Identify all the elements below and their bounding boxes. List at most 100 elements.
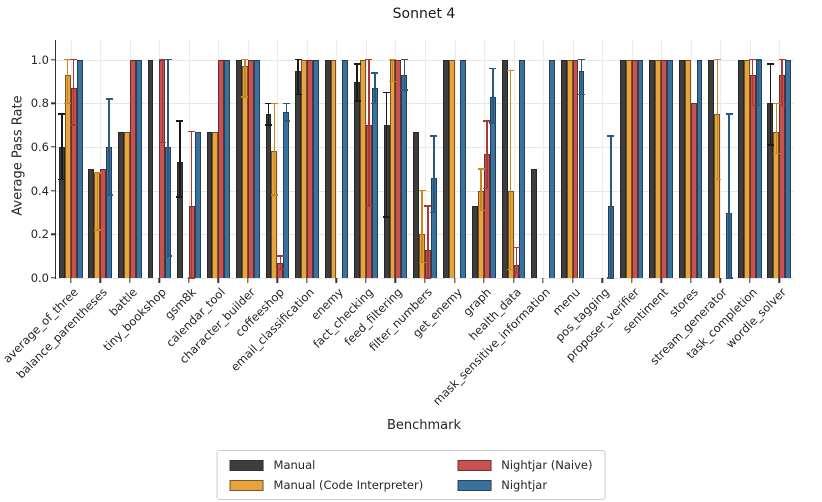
error-bar-cap	[507, 69, 515, 72]
error-bar-cap	[93, 229, 101, 231]
bar-manual	[649, 59, 656, 278]
vertical-gridline	[100, 40, 102, 278]
bar-nightjar	[489, 96, 496, 278]
error-bar-cap	[489, 67, 497, 70]
bar-manual	[88, 168, 95, 278]
error-bar-cap	[577, 58, 585, 61]
bar-nightjar-naive-	[395, 59, 402, 278]
error-bar-cap	[282, 120, 290, 122]
bar-manual-code-interpreter-	[330, 59, 337, 278]
chart-title: Sonnet 4	[392, 6, 456, 22]
bar-manual	[619, 59, 626, 278]
bar-manual	[236, 59, 242, 278]
bar-nightjar	[371, 88, 378, 278]
error-bar-cap	[755, 58, 763, 61]
legend-item: Manual (Code Interpreter)	[229, 478, 424, 492]
x-tick-mark	[571, 278, 574, 283]
error-bar-cap	[105, 194, 113, 196]
error-bar-cap	[371, 72, 379, 74]
x-tick-mark	[188, 278, 190, 283]
error-bar	[421, 190, 423, 263]
error-bar-cap	[176, 196, 184, 198]
error-bar-cap	[400, 58, 408, 61]
error-bar-cap	[713, 58, 721, 61]
error-bar-cap	[241, 96, 249, 98]
bar-nightjar	[76, 59, 83, 278]
bar-nightjar	[194, 131, 201, 278]
bar-nightjar-naive-	[306, 59, 313, 278]
error-bar-cap	[749, 104, 757, 107]
bar-manual	[117, 131, 124, 278]
x-tick-mark	[158, 278, 161, 283]
x-axis-label: Benchmark	[386, 418, 462, 433]
error-bar	[374, 72, 376, 104]
x-tick-mark	[453, 278, 456, 283]
error-bar-cap	[430, 211, 438, 214]
error-bar-cap	[713, 178, 721, 181]
error-bar-cap	[265, 124, 273, 126]
error-bar	[433, 136, 435, 213]
y-tick-mark	[51, 277, 56, 279]
vertical-gridline	[543, 40, 545, 278]
error-bar	[509, 70, 512, 270]
error-bar	[480, 168, 482, 211]
error-bar-cap	[383, 216, 391, 218]
bar-manual-code-interpreter-	[655, 59, 662, 278]
bar-nightjar	[401, 74, 408, 278]
error-bar-cap	[483, 187, 491, 190]
legend-item: Nightjar	[457, 478, 592, 492]
vertical-gridline	[454, 40, 456, 278]
bar-nightjar-naive-	[690, 103, 697, 278]
x-tick-mark	[129, 278, 131, 283]
bar-manual	[413, 131, 420, 278]
error-bar-cap	[577, 93, 585, 96]
error-bar-cap	[241, 58, 249, 61]
y-tick-mark	[51, 233, 56, 236]
x-tick-mark	[70, 278, 72, 283]
error-bar	[775, 103, 777, 154]
bar-manual	[560, 59, 567, 278]
error-bar-cap	[270, 102, 278, 105]
error-bar-cap	[276, 268, 284, 271]
error-bar	[728, 114, 730, 278]
error-bar-cap	[365, 58, 373, 61]
error-bar	[61, 114, 63, 180]
legend-swatch	[457, 459, 492, 471]
error-bar-cap	[389, 58, 397, 61]
error-bar-cap	[188, 277, 196, 279]
error-bar-cap	[383, 91, 391, 94]
error-bar	[403, 59, 406, 91]
error-bar-cap	[164, 58, 172, 61]
x-tick-mark	[99, 278, 101, 283]
error-bar-cap	[513, 272, 520, 275]
bar-nightjar	[312, 59, 319, 278]
bar-manual	[531, 168, 538, 278]
vertical-gridline	[188, 40, 190, 278]
error-bar-cap	[353, 100, 361, 102]
x-tick-mark	[365, 278, 367, 283]
x-tick-mark	[306, 278, 308, 283]
bar-nightjar-naive-	[100, 168, 107, 278]
bar-manual-code-interpreter-	[566, 59, 573, 278]
error-bar-cap	[188, 130, 196, 133]
error-bar	[368, 59, 370, 206]
legend-swatch	[229, 459, 264, 471]
bar-manual	[324, 59, 331, 278]
bar-nightjar-naive-	[661, 59, 668, 278]
bar-manual	[206, 131, 213, 278]
bar-nightjar	[135, 59, 142, 278]
error-bar-cap	[58, 178, 66, 181]
bar-nightjar	[460, 59, 467, 278]
error-bar-cap	[418, 261, 426, 264]
y-tick-mark	[51, 102, 56, 105]
error-bar-cap	[294, 58, 302, 61]
error-bar	[385, 92, 388, 217]
y-tick-mark	[51, 146, 56, 148]
x-tick-mark	[778, 278, 780, 283]
error-bar	[486, 120, 488, 189]
x-tick-mark	[394, 278, 397, 283]
bar-manual-code-interpreter-	[212, 131, 219, 278]
legend-label: Manual (Code Interpreter)	[273, 478, 424, 492]
bar-manual-code-interpreter-	[684, 59, 691, 278]
x-tick-mark	[247, 278, 249, 283]
